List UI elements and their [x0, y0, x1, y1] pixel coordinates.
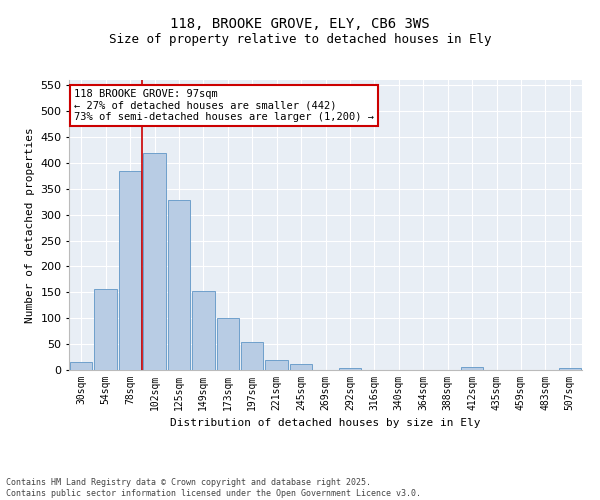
Bar	[241, 342, 263, 370]
Bar	[265, 360, 288, 370]
Text: Contains HM Land Registry data © Crown copyright and database right 2025.
Contai: Contains HM Land Registry data © Crown c…	[6, 478, 421, 498]
Bar	[461, 368, 484, 370]
Y-axis label: Number of detached properties: Number of detached properties	[25, 127, 35, 323]
Bar	[119, 170, 142, 370]
Bar	[559, 368, 581, 370]
Bar	[94, 288, 117, 370]
Text: 118 BROOKE GROVE: 97sqm
← 27% of detached houses are smaller (442)
73% of semi-d: 118 BROOKE GROVE: 97sqm ← 27% of detache…	[74, 88, 374, 122]
Text: Size of property relative to detached houses in Ely: Size of property relative to detached ho…	[109, 32, 491, 46]
Bar	[143, 152, 166, 370]
Text: 118, BROOKE GROVE, ELY, CB6 3WS: 118, BROOKE GROVE, ELY, CB6 3WS	[170, 18, 430, 32]
Bar	[338, 368, 361, 370]
Bar	[192, 292, 215, 370]
Bar	[167, 200, 190, 370]
Bar	[70, 362, 92, 370]
X-axis label: Distribution of detached houses by size in Ely: Distribution of detached houses by size …	[170, 418, 481, 428]
Bar	[217, 318, 239, 370]
Bar	[290, 364, 313, 370]
